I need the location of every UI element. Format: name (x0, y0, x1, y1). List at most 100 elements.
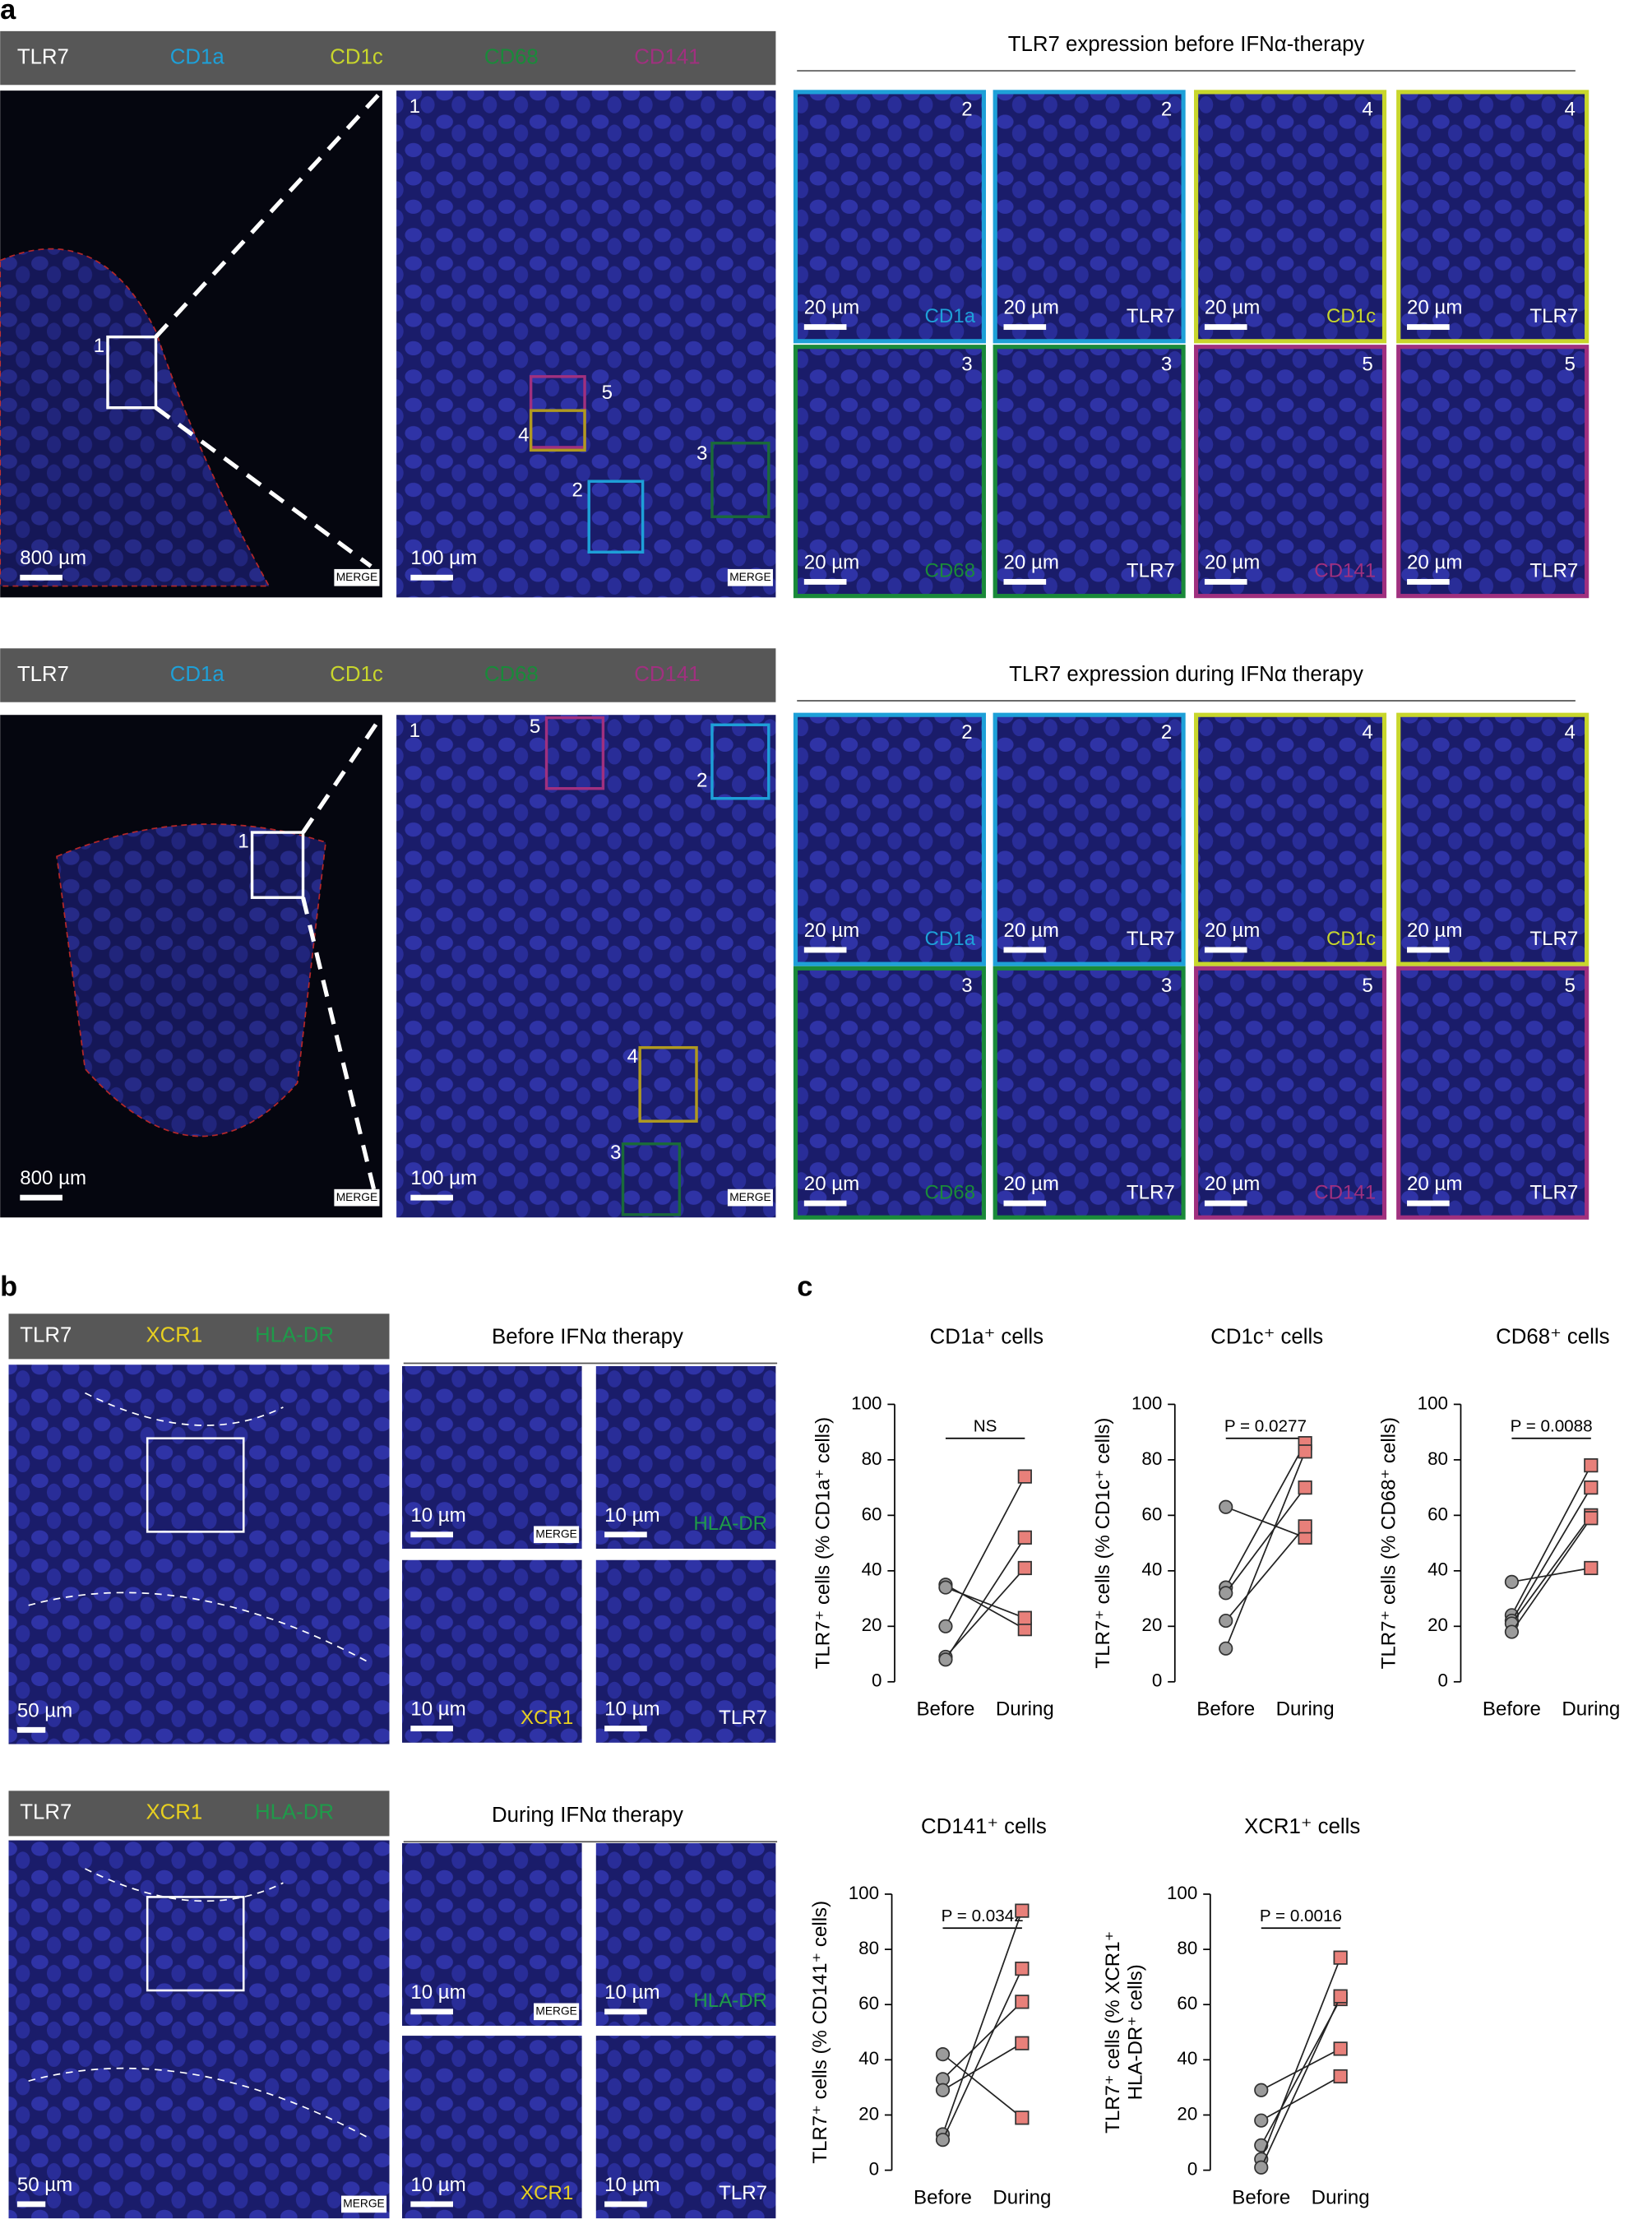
scale-label: 20 µm (804, 1173, 859, 1195)
point-before (1504, 1624, 1520, 1639)
scale-bar (20, 574, 62, 581)
channel-label: TLR7 (17, 45, 69, 68)
pair-line (942, 1968, 1023, 2141)
roi-number: 3 (1161, 353, 1172, 375)
y-tick-label: 40 (1428, 1559, 1448, 1580)
y-tick-label: 100 (1131, 1392, 1162, 1413)
micrograph (1396, 345, 1590, 599)
chart-title: CD1a⁺ cells (930, 1325, 1043, 1348)
scale-label: 20 µm (1004, 297, 1059, 319)
micrograph (1194, 966, 1387, 1220)
x-tick-label: Before (916, 1698, 974, 1721)
roi-number: 5 (1362, 353, 1372, 375)
scale-bar (1204, 947, 1247, 953)
zoom (396, 715, 776, 1218)
scale-label: 10 µm (410, 1698, 465, 1721)
roi-number: 5 (1564, 975, 1575, 997)
point-during (1015, 2036, 1030, 2050)
micrograph (993, 90, 1186, 344)
point-before (1254, 2113, 1269, 2128)
scale-bar (410, 1194, 453, 1201)
tag-box (534, 2003, 580, 2021)
channel-label: HLA-DR (255, 1801, 334, 1824)
y-axis-label: TLR7⁺ cells (% CD68⁺ cells) (1378, 1417, 1400, 1669)
point-during (1017, 1530, 1032, 1545)
channel-label: CD1a (170, 45, 225, 68)
point-before (1219, 1499, 1233, 1514)
scale-label: 50 µm (17, 1699, 72, 1721)
channel-bar (8, 1314, 390, 1360)
scale-bar (16, 2201, 46, 2208)
roi-box (710, 723, 770, 800)
roi-number: 2 (696, 769, 707, 791)
x-tick-label: During (993, 2186, 1051, 2208)
y-tick-label: 20 (862, 1615, 882, 1635)
y-tick-label: 40 (1141, 1559, 1162, 1580)
scale-label: 20 µm (1407, 551, 1462, 573)
scale-label: 20 µm (1407, 1173, 1462, 1195)
tag: MERGE (336, 1191, 377, 1203)
heading: TLR7 expression before IFNα-therapy (1008, 33, 1365, 56)
roi-box (710, 442, 770, 518)
tag-box (334, 568, 380, 586)
pair-line (945, 1567, 1025, 1657)
y-tick-label: 60 (1141, 1504, 1162, 1524)
scale-label: 20 µm (804, 551, 859, 573)
x-tick-label: Before (1196, 1698, 1255, 1721)
scale-label: 10 µm (410, 1504, 465, 1527)
pair-line (1260, 1995, 1341, 2168)
pair-line (942, 2001, 1023, 2080)
roi-number: 2 (1161, 99, 1172, 121)
point-during (1298, 1519, 1312, 1534)
pair-line (1511, 1517, 1592, 1633)
tag-box (334, 1188, 380, 1207)
scale-bar (410, 2201, 453, 2208)
micrograph (1194, 90, 1387, 344)
scale-bar (1204, 1200, 1247, 1207)
point-during (1015, 1961, 1030, 1976)
y-tick-label: 20 (1177, 2103, 1197, 2124)
chart-title: CD68⁺ cells (1496, 1325, 1609, 1348)
tag: MERGE (535, 1527, 576, 1540)
y-tick-label: 80 (858, 1938, 879, 1958)
channel-tag: CD1a (925, 305, 976, 327)
y-tick-label: 80 (1177, 1938, 1197, 1958)
point-before (935, 2133, 951, 2148)
y-axis-label: HLA-DR⁺ cells) (1125, 1964, 1147, 2100)
scale-bar (1003, 578, 1047, 585)
channel-label: TLR7 (17, 663, 69, 686)
channel-tag: CD68 (925, 1181, 976, 1203)
scale-bar (1407, 578, 1450, 585)
channel-label: CD141 (634, 663, 700, 686)
channel-tag: TLR7 (719, 2182, 767, 2204)
roi-number: 4 (1564, 99, 1575, 121)
channel-tag: CD1c (1326, 928, 1376, 950)
scale-label: 800 µm (20, 1167, 86, 1189)
x-tick-label: Before (914, 2186, 972, 2208)
channel-tag: CD1a (925, 928, 976, 950)
pair-line (1224, 1451, 1306, 1649)
y-axis-label: TLR7⁺ cells (% CD1a⁺ cells) (812, 1417, 834, 1669)
y-tick-label: 20 (1141, 1615, 1162, 1635)
scale-bar (1204, 578, 1247, 585)
annotation: P = 0.0342 (942, 1907, 1024, 1925)
pair-line (1261, 2075, 1341, 2121)
tag: MERGE (729, 571, 770, 583)
y-tick-label: 40 (858, 2048, 879, 2069)
annotation: P = 0.0088 (1511, 1416, 1593, 1435)
scale-bar (410, 574, 453, 581)
scale-bar (803, 324, 847, 331)
scale-label: 20 µm (1004, 1173, 1059, 1195)
point-before (1219, 1613, 1233, 1629)
micrograph (1396, 90, 1590, 344)
micrograph (402, 1365, 582, 1549)
pair-line (1225, 1526, 1306, 1622)
y-tick-label: 100 (1167, 1883, 1197, 1903)
zoom-guide (301, 713, 385, 834)
x-tick-label: During (1312, 2186, 1370, 2208)
zoom-guide (301, 897, 377, 1190)
roi-number: 4 (1564, 721, 1575, 744)
scale-bar (604, 1726, 647, 1732)
x-tick-label: Before (1232, 2186, 1290, 2208)
channel-label: HLA-DR (255, 1324, 334, 1347)
